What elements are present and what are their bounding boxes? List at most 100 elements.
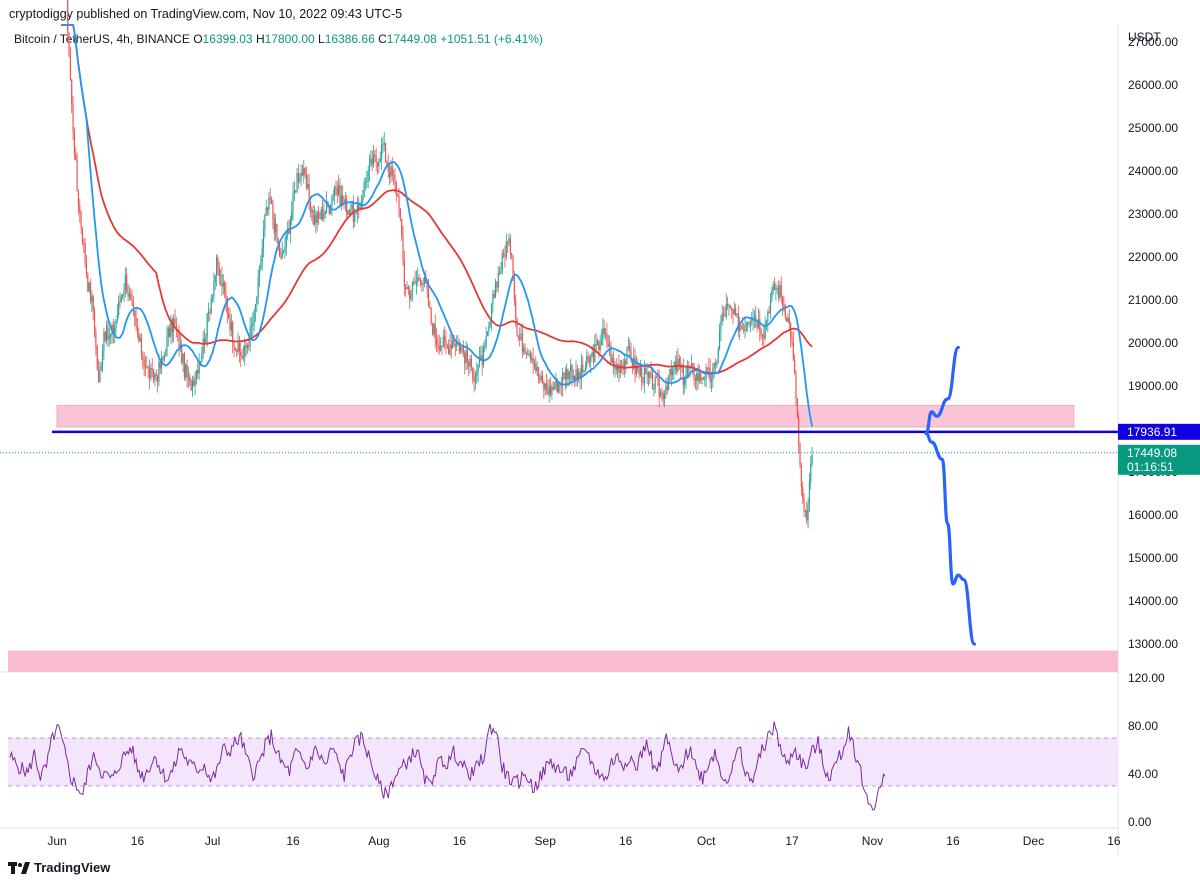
candle-body	[221, 275, 223, 287]
candle-body	[80, 212, 82, 228]
candle-body	[477, 364, 479, 372]
candle-body	[672, 370, 674, 376]
candle-body	[710, 379, 713, 382]
candle	[73, 127, 76, 160]
candle	[144, 355, 147, 377]
candle-body	[218, 266, 220, 277]
candle-body	[386, 161, 388, 166]
candle-body	[468, 362, 470, 367]
candle	[198, 352, 200, 380]
candle	[799, 442, 801, 468]
candle-body	[794, 359, 796, 373]
candle-body	[529, 353, 532, 360]
candle	[214, 274, 216, 290]
candle	[202, 331, 204, 360]
candle	[461, 346, 463, 355]
candle-body	[434, 324, 436, 339]
candle-body	[586, 356, 588, 367]
candle	[93, 306, 96, 338]
candle	[564, 366, 566, 391]
candle-body	[641, 367, 643, 383]
candle	[655, 375, 658, 379]
candle-body	[612, 358, 615, 369]
candle-body	[639, 367, 642, 375]
candle-body	[83, 242, 85, 244]
candle	[659, 389, 662, 398]
candle-body	[743, 329, 745, 332]
candle	[788, 308, 790, 331]
candle-body	[230, 322, 232, 331]
candle-body	[694, 379, 697, 382]
candle	[787, 313, 789, 324]
candle-body	[662, 393, 664, 400]
symbol-name[interactable]: Bitcoin / TetherUS, 4h, BINANCE	[14, 32, 190, 46]
candle	[608, 335, 611, 357]
candle-body	[532, 357, 534, 365]
candle	[779, 281, 781, 301]
candle-body	[246, 345, 249, 348]
candle-body	[535, 363, 537, 372]
candle-body	[760, 330, 762, 335]
candle	[443, 326, 446, 350]
candle	[700, 372, 702, 385]
candle	[464, 350, 466, 375]
candle	[169, 323, 171, 338]
candle	[124, 267, 126, 298]
candle-body	[736, 313, 738, 316]
candle-body	[533, 363, 536, 365]
time-tick-label: 16	[453, 834, 467, 848]
candle-body	[531, 357, 533, 360]
candle	[335, 180, 337, 197]
candle	[311, 206, 313, 221]
candle	[197, 361, 199, 380]
candle	[323, 202, 325, 222]
rsi-tick-label: 40.00	[1128, 767, 1158, 781]
candle-body	[307, 183, 309, 188]
low-label: L	[318, 32, 325, 46]
candle-body	[667, 380, 670, 391]
candle	[321, 200, 324, 222]
candle	[717, 346, 719, 364]
candle	[209, 307, 211, 322]
candle-body	[537, 367, 540, 380]
candle	[258, 264, 261, 287]
price-tick-label: 27000.00	[1128, 35, 1178, 49]
candle	[673, 361, 675, 380]
candle-body	[415, 281, 418, 284]
candle	[120, 294, 122, 304]
candle-body	[658, 379, 660, 397]
candle	[163, 351, 165, 362]
footer-brand[interactable]: TradingView	[8, 860, 110, 875]
bearish-scenario-path[interactable]	[924, 431, 977, 646]
candle	[317, 205, 320, 225]
tradingview-brand-text: TradingView	[34, 860, 111, 875]
time-tick-label: Aug	[368, 834, 389, 848]
candle	[744, 317, 746, 339]
candle-body	[655, 376, 658, 378]
candle-body	[308, 183, 310, 203]
candle	[136, 318, 139, 339]
candle-body	[375, 155, 377, 162]
candle	[260, 255, 262, 271]
bullish-scenario-path[interactable]	[924, 345, 960, 436]
candle-body	[398, 195, 400, 209]
candle-body	[139, 337, 141, 341]
candle	[627, 336, 629, 352]
candle-body	[380, 145, 383, 160]
candle	[283, 248, 285, 254]
candle	[272, 199, 274, 230]
candle	[191, 375, 194, 397]
candle	[741, 317, 743, 330]
candle-body	[625, 360, 627, 364]
candle-body	[808, 481, 811, 504]
candle	[284, 236, 286, 259]
candle-body	[116, 315, 118, 321]
candle	[438, 334, 440, 355]
candle	[217, 255, 219, 276]
candle	[549, 377, 552, 398]
candle-body	[273, 218, 275, 233]
candle-body	[590, 355, 592, 363]
candle	[732, 308, 734, 324]
candle-body	[171, 319, 173, 332]
